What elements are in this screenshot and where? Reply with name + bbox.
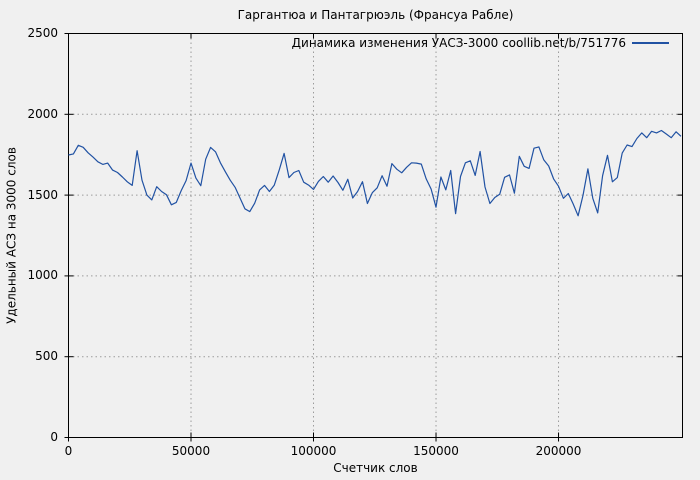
plot-border bbox=[68, 33, 683, 438]
y-tick-label: 2000 bbox=[27, 106, 58, 121]
x-tick-label: 200000 bbox=[535, 444, 582, 458]
x-axis-label: Счетчик слов bbox=[333, 461, 418, 475]
legend-line-sample bbox=[632, 42, 669, 44]
x-tick-label: 150000 bbox=[413, 444, 459, 458]
y-tick-label: 2500 bbox=[27, 26, 58, 40]
y-tick-label: 1500 bbox=[27, 187, 58, 202]
x-tick-label: 0 bbox=[64, 444, 73, 458]
x-tick-label: 50000 bbox=[171, 444, 211, 458]
legend-label: Динамика изменения УАСЗ-3000 coollib.net… bbox=[291, 36, 626, 50]
y-axis-label: Удельный АСЗ на 3000 слов bbox=[4, 147, 19, 324]
y-tick-label: 1000 bbox=[27, 268, 58, 283]
x-tick-label: 100000 bbox=[290, 444, 337, 458]
chart-title: Гаргантюа и Пантагрюэль (Франсуа Рабле) bbox=[237, 8, 514, 22]
data-line-series bbox=[68, 129, 682, 217]
y-tick-label: 500 bbox=[35, 349, 58, 364]
y-tick-label: 0 bbox=[50, 430, 58, 444]
